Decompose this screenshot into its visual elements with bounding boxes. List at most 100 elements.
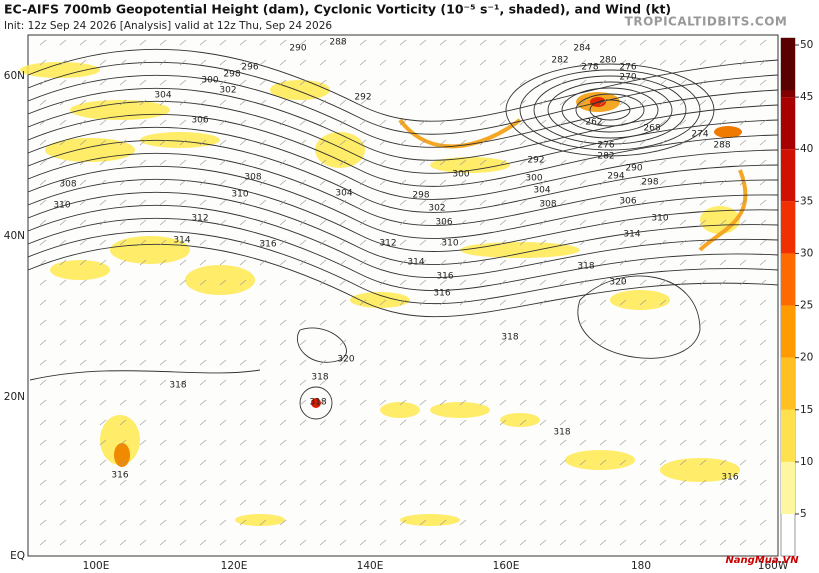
colorbar-tick-label: 5: [800, 508, 807, 520]
wind-barb: [239, 259, 247, 266]
height-contour: [27, 126, 779, 200]
wind-barb: [459, 419, 467, 426]
lat-label: 20N: [4, 391, 25, 403]
wind-barb: [199, 239, 207, 246]
wind-barb: [199, 379, 207, 386]
wind-barb: [439, 99, 447, 106]
wind-barb: [239, 419, 247, 426]
wind-barb: [719, 339, 727, 346]
wind-barb: [679, 159, 687, 166]
wind-barb: [119, 479, 127, 486]
wind-barb: [59, 39, 67, 46]
wind-barb: [399, 299, 407, 306]
wind-barb: [459, 39, 467, 46]
wind-barb: [599, 279, 607, 286]
vorticity-area: [110, 236, 190, 264]
wind-barb: [619, 279, 627, 286]
wind-barb: [239, 179, 247, 186]
wind-barb: [579, 499, 587, 506]
contour-label: 310: [231, 190, 248, 200]
wind-barb: [359, 159, 367, 166]
wind-barb: [699, 79, 707, 86]
wind-barb: [119, 139, 127, 146]
wind-barb: [599, 139, 607, 146]
wind-barb: [599, 399, 607, 406]
wind-barb: [259, 79, 267, 86]
wind-barb: [339, 39, 347, 46]
wind-barb: [239, 439, 247, 446]
wind-barb: [619, 239, 627, 246]
wind-barb: [39, 279, 47, 286]
wind-barb: [319, 399, 327, 406]
wind-barb: [499, 399, 507, 406]
wind-barb: [279, 359, 287, 366]
wind-barb: [579, 319, 587, 326]
wind-barb: [179, 379, 187, 386]
wind-barb: [199, 99, 207, 106]
contour-label: 320: [609, 278, 626, 288]
wind-barb: [99, 139, 107, 146]
wind-barb: [599, 39, 607, 46]
wind-barb: [299, 399, 307, 406]
wind-barb: [479, 279, 487, 286]
wind-barb: [39, 419, 47, 426]
colorbar-swatch: [781, 461, 795, 514]
wind-barb: [299, 239, 307, 246]
wind-barb: [59, 399, 67, 406]
wind-barb: [199, 419, 207, 426]
wind-barb: [299, 479, 307, 486]
height-contour: [299, 386, 333, 420]
wind-barb: [679, 139, 687, 146]
wind-barb: [259, 39, 267, 46]
wind-barb: [759, 159, 767, 166]
wind-barb: [399, 339, 407, 346]
wind-barb: [419, 539, 427, 546]
wind-barb: [179, 219, 187, 226]
wind-barb: [599, 299, 607, 306]
wind-barb: [519, 379, 527, 386]
wind-barb: [539, 439, 547, 446]
wind-barb: [479, 479, 487, 486]
wind-barb: [259, 339, 267, 346]
wind-barb: [359, 459, 367, 466]
contour-labels: 2882902962983003023043063083103083103123…: [53, 38, 738, 483]
wind-barb: [539, 519, 547, 526]
wind-barb: [59, 279, 67, 286]
wind-barb: [739, 519, 747, 526]
wind-barb: [79, 59, 87, 66]
wind-barb: [679, 79, 687, 86]
wind-barb: [659, 439, 667, 446]
wind-barb: [439, 319, 447, 326]
wind-barb: [199, 459, 207, 466]
wind-barb: [439, 219, 447, 226]
colorbar-tick-label: 25: [800, 300, 813, 312]
vorticity-core: [114, 443, 130, 467]
wind-barb: [319, 339, 327, 346]
wind-barb: [659, 399, 667, 406]
wind-barb: [479, 139, 487, 146]
wind-barb: [439, 119, 447, 126]
wind-barb: [559, 219, 567, 226]
wind-barb: [99, 99, 107, 106]
wind-barb: [219, 159, 227, 166]
contour-label: 314: [623, 230, 640, 240]
wind-barb: [579, 159, 587, 166]
wind-barb: [279, 439, 287, 446]
wind-barb: [199, 339, 207, 346]
colorbar-tick-label: 45: [800, 91, 813, 103]
wind-barb: [59, 199, 67, 206]
wind-barb: [419, 139, 427, 146]
wind-barb: [239, 119, 247, 126]
colorbar-tick-label: 30: [800, 247, 813, 259]
wind-barb: [539, 499, 547, 506]
wind-barb: [719, 399, 727, 406]
wind-barb: [519, 119, 527, 126]
wind-barb: [319, 79, 327, 86]
wind-barb: [99, 359, 107, 366]
wind-barb: [539, 39, 547, 46]
wind-barb: [279, 179, 287, 186]
wind-barb: [739, 139, 747, 146]
wind-barb: [539, 339, 547, 346]
wind-barb: [659, 79, 667, 86]
height-contour: [27, 152, 779, 226]
